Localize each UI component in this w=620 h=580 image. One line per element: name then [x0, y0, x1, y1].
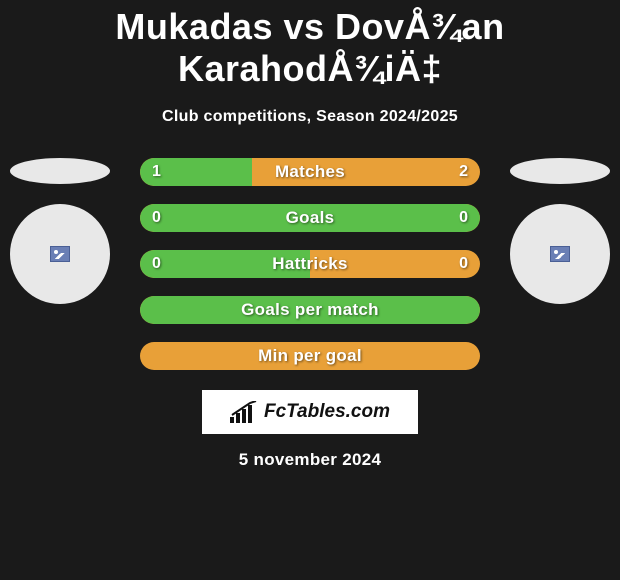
- player-left-circle: [10, 204, 110, 304]
- stat-label: Hattricks: [140, 254, 480, 274]
- brand-text: FcTables.com: [264, 401, 390, 423]
- image-placeholder-icon: [50, 246, 70, 262]
- player-right-circle: [510, 204, 610, 304]
- stat-bar: 00Hattricks: [140, 250, 480, 278]
- stat-bars: 12Matches 00Goals 00Hattricks Goals per mat…: [140, 158, 480, 370]
- player-left-avatar-block: [10, 158, 110, 304]
- date-label: 5 november 2024: [0, 450, 620, 470]
- stat-bar: 00Goals: [140, 204, 480, 232]
- stat-label: Goals: [140, 208, 480, 228]
- stat-label: Goals per match: [140, 300, 480, 320]
- stat-label: Matches: [140, 162, 480, 182]
- fctables-logo-icon: [230, 401, 258, 423]
- page-title: Mukadas vs DovÅ¾an KarahodÅ¾iÄ‡: [0, 0, 620, 90]
- stat-bar: 12Matches: [140, 158, 480, 186]
- subtitle: Club competitions, Season 2024/2025: [0, 108, 620, 126]
- player-right-ellipse: [510, 158, 610, 184]
- stat-label: Min per goal: [140, 346, 480, 366]
- comparison-content: 12Matches 00Goals 00Hattricks Goals per mat…: [0, 158, 620, 470]
- brand-badge[interactable]: FcTables.com: [202, 390, 418, 434]
- player-right-avatar-block: [510, 158, 610, 304]
- stat-bar: Min per goal: [140, 342, 480, 370]
- image-placeholder-icon: [550, 246, 570, 262]
- stat-bar: Goals per match: [140, 296, 480, 324]
- player-left-ellipse: [10, 158, 110, 184]
